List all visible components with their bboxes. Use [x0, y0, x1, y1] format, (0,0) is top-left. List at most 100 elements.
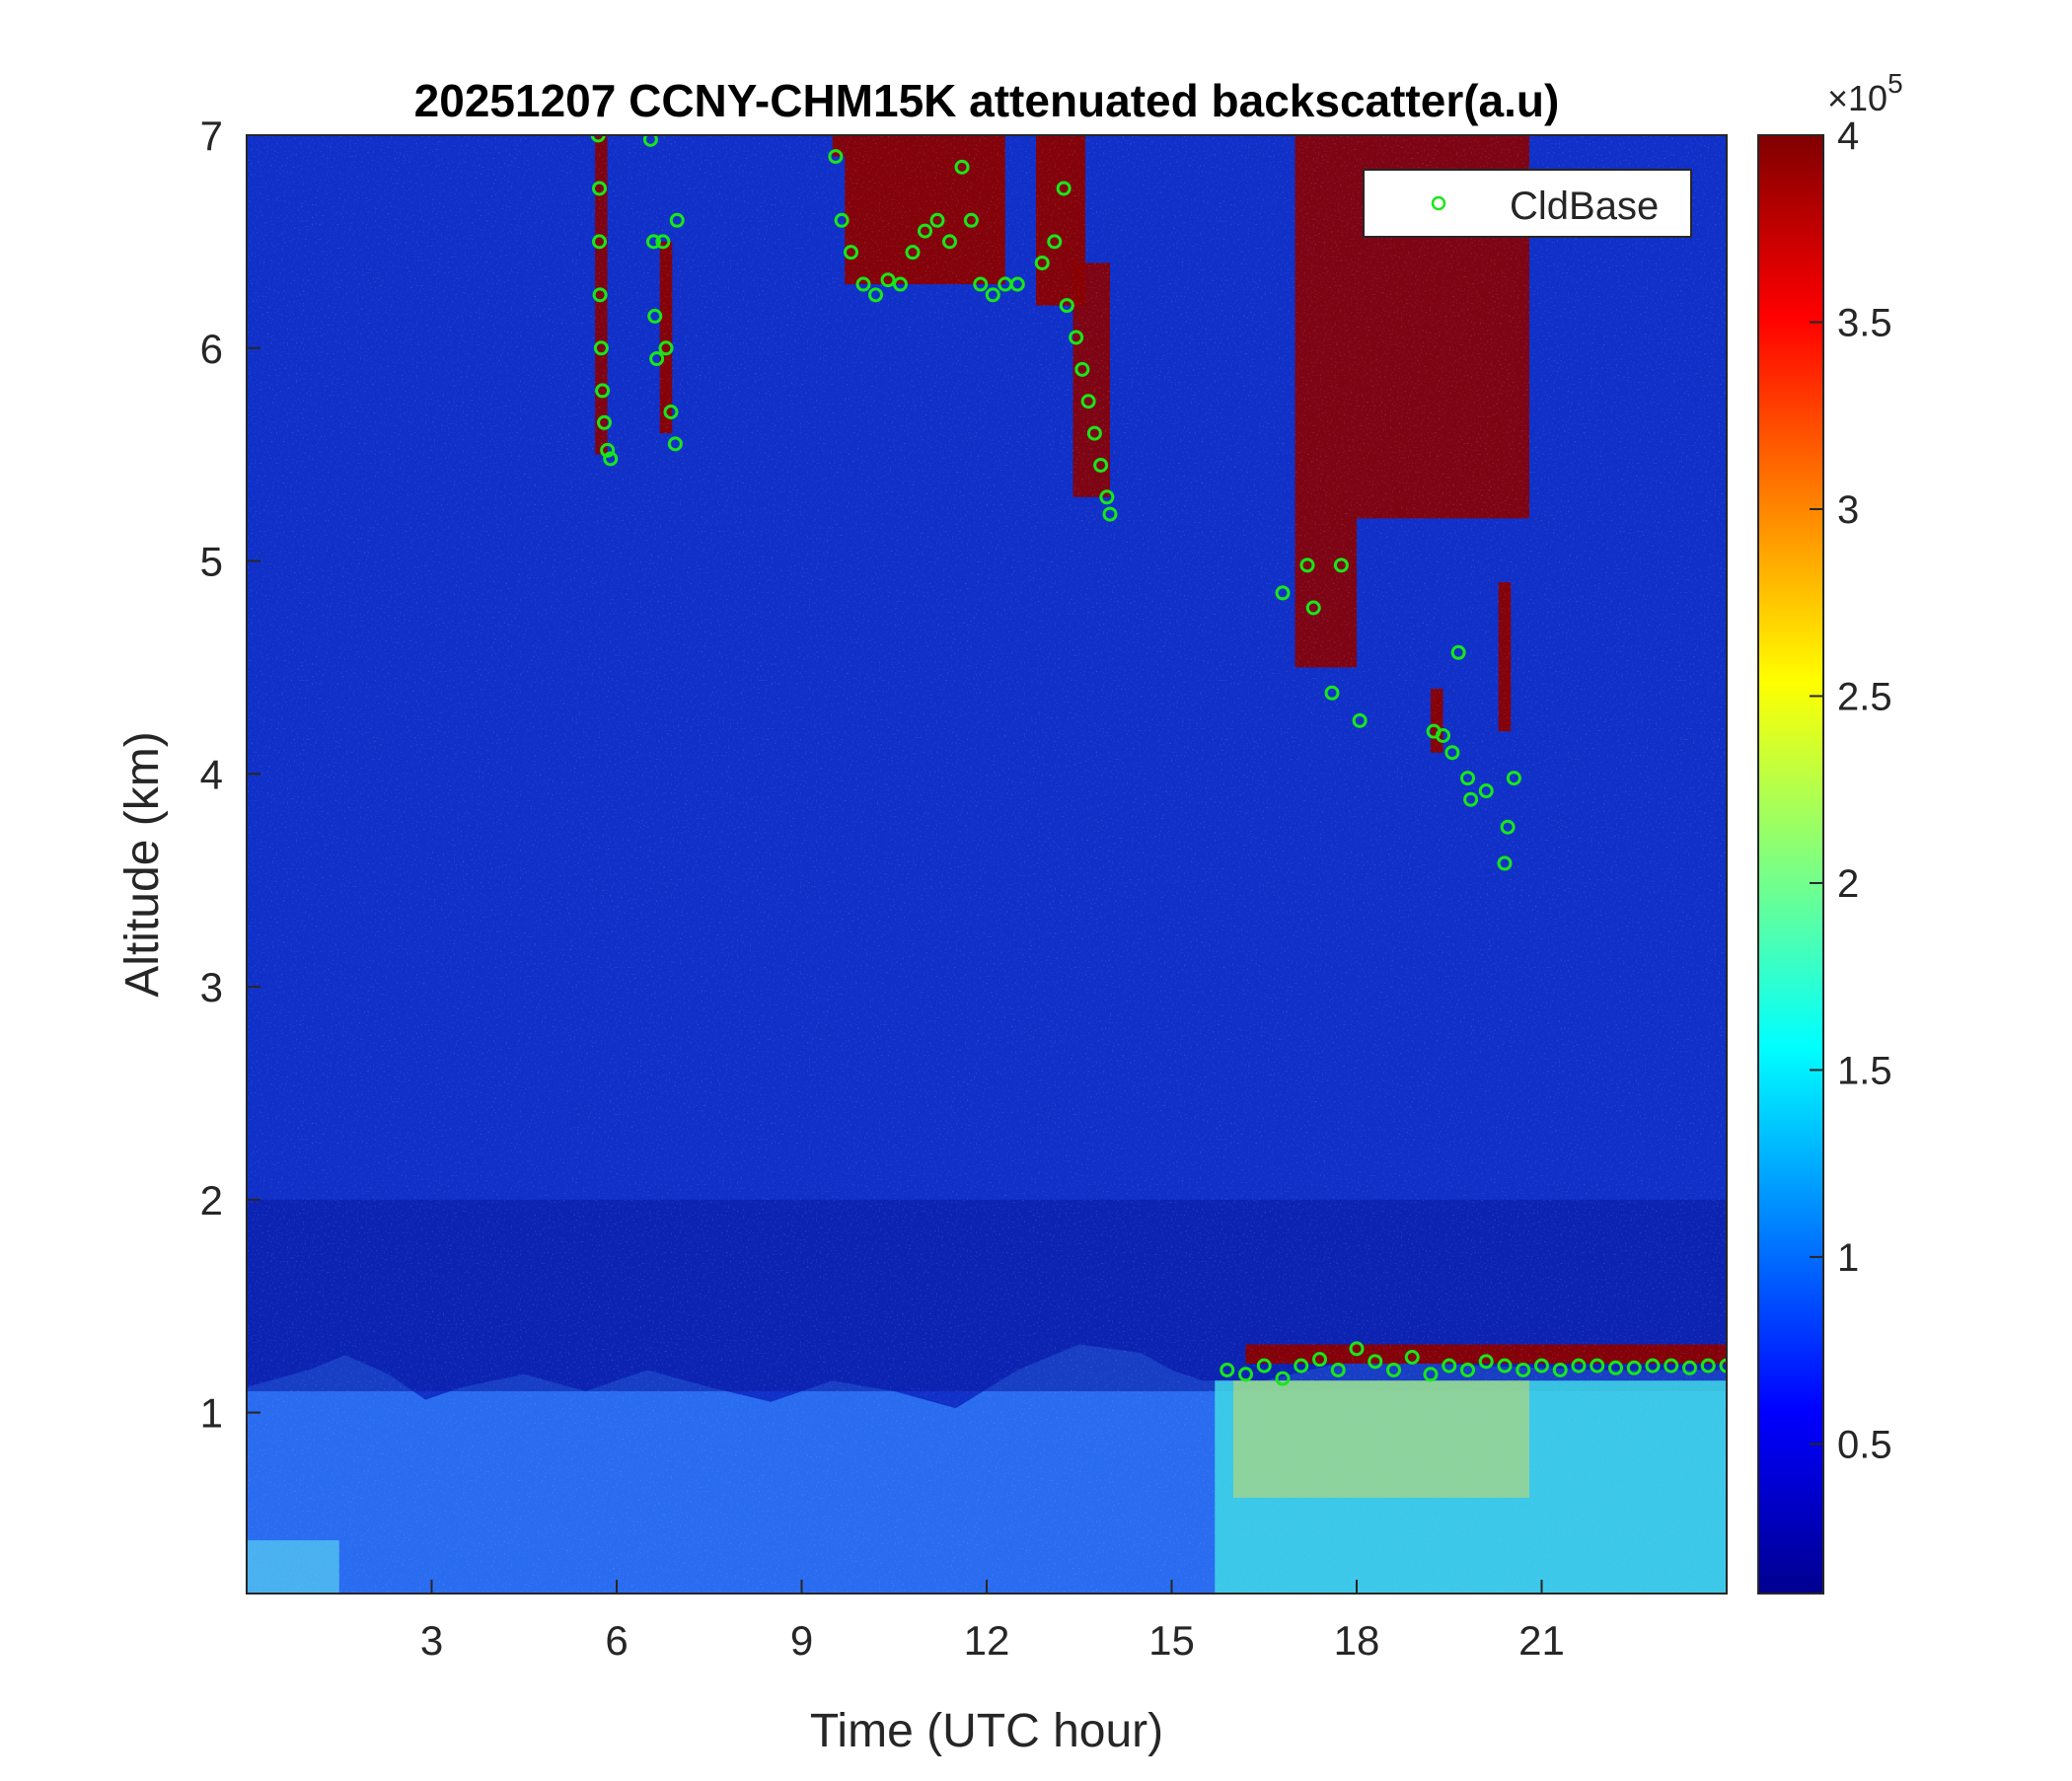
y-axis-label: Altitude (km): [116, 731, 169, 997]
cloud-base-point: [985, 287, 1000, 303]
cloud-base-point: [1497, 855, 1513, 871]
cloud-base-point: [973, 276, 989, 292]
cloud-base-point: [1294, 1358, 1309, 1373]
cloud-base-point: [942, 234, 957, 250]
heatmap-speckle: [247, 135, 1727, 1594]
x-tick-label: 6: [605, 1617, 628, 1664]
cloud-base-point: [1099, 489, 1115, 505]
cloud-base-point: [844, 245, 858, 260]
colorbar-tick-label: 1.5: [1837, 1049, 1892, 1092]
cloud-base-point: [663, 404, 679, 419]
cloud-base-point: [1059, 298, 1074, 314]
colorbar-tick-label: 0.5: [1837, 1423, 1892, 1466]
cloud-base-point: [1450, 644, 1466, 660]
cloud-base-point: [592, 287, 608, 303]
cloud-base-point: [1330, 1362, 1346, 1377]
cloud-base-point: [1664, 1358, 1679, 1373]
cloud-base-point: [1444, 745, 1460, 761]
colorbar: [1757, 134, 1824, 1595]
cloud-base-point: [600, 442, 616, 458]
x-tick-label: 9: [790, 1617, 813, 1664]
colorbar-exponent: 5: [1887, 68, 1903, 99]
cloud-base-point: [1009, 276, 1025, 292]
cloud-base-point: [646, 234, 661, 250]
cloud-base-point: [1719, 1358, 1727, 1373]
cloud-base-point: [642, 135, 658, 147]
cloud-base-point: [1497, 1358, 1513, 1373]
cloud-base-point: [1404, 1349, 1420, 1365]
cloud-base-point: [1275, 1371, 1291, 1386]
cloud-base-point: [1299, 557, 1315, 573]
colorbar-tick-label: 3.5: [1837, 301, 1892, 344]
x-tick-label: 18: [1334, 1617, 1380, 1664]
x-tick-label: 15: [1148, 1617, 1195, 1664]
y-tick-label: 3: [200, 964, 223, 1010]
cloud-base-point: [1442, 1358, 1457, 1373]
cloud-base-point: [1626, 1360, 1642, 1375]
legend-label-cldbase: CldBase: [1510, 185, 1659, 228]
cloud-base-point: [658, 340, 674, 356]
cloud-base-point: [963, 212, 979, 228]
cloud-base-point: [649, 351, 665, 367]
cloud-base-point: [855, 276, 871, 292]
legend-box: [1363, 169, 1692, 238]
cloud-base-point: [1463, 791, 1479, 807]
cloud-base-point: [669, 212, 685, 228]
cloud-base-point: [1238, 1367, 1253, 1382]
cloud-base-point: [1608, 1360, 1623, 1375]
cloud-base-point: [1324, 685, 1340, 701]
cloud-base-point: [1386, 1362, 1401, 1377]
cloud-base-point: [1047, 234, 1063, 250]
cloud-base-point: [905, 245, 921, 260]
cloud-base-point: [834, 212, 850, 228]
cloud-base-point: [1436, 727, 1450, 743]
cloud-base-point: [590, 135, 606, 143]
cloud-base-point: [954, 159, 970, 175]
colorbar-tick-label: 2.5: [1837, 675, 1892, 718]
cloud-base-point: [1034, 255, 1050, 270]
cloud-base-point: [1069, 330, 1084, 345]
cloud-base-point: [1571, 1358, 1587, 1373]
colorbar-multiplier: ×105: [1827, 68, 1903, 118]
colorbar-tick-label: 3: [1837, 488, 1859, 532]
cloud-base-point: [1074, 361, 1090, 377]
cloud-base-point: [1056, 181, 1072, 196]
cloud-base-point: [595, 383, 611, 399]
colorbar-tick-label: 2: [1837, 862, 1859, 906]
colorbar-tick-label: 4: [1837, 114, 1859, 158]
cloud-base-point: [1305, 600, 1321, 616]
cloud-base-point: [1256, 1358, 1272, 1373]
cloud-base-point: [1700, 1358, 1716, 1373]
legend: CldBase: [1363, 169, 1692, 238]
cloud-base-point: [1423, 1367, 1439, 1382]
x-tick-label: 3: [420, 1617, 443, 1664]
cloud-base-point: [1086, 425, 1102, 441]
y-tick-label: 4: [200, 751, 223, 797]
cloud-base-point: [1500, 819, 1516, 835]
legend-marker-cldbase: [1431, 195, 1446, 211]
x-tick-label: 21: [1518, 1617, 1565, 1664]
cloud-base-point: [647, 308, 663, 324]
cloud-base-point: [597, 414, 612, 430]
y-tick-label: 5: [200, 539, 223, 585]
cloud-base-point: [655, 234, 671, 250]
cloud-base-point: [1460, 771, 1475, 786]
cloud-base-point: [1080, 394, 1096, 409]
y-tick-label: 6: [200, 326, 223, 372]
colorbar-tick-label: 1: [1837, 1236, 1859, 1280]
cloud-base-point: [1093, 457, 1109, 473]
cloud-base-point: [592, 234, 607, 250]
cloud-base-point: [1506, 771, 1521, 786]
cloud-base-point: [1352, 712, 1368, 728]
cloud-base-point: [592, 181, 607, 196]
cloud-base-point: [1368, 1354, 1383, 1370]
cloud-base-point: [868, 287, 883, 303]
cloud-base-point: [1478, 1354, 1494, 1370]
cloud-base-point: [1220, 1362, 1235, 1377]
cloud-base-point: [1102, 506, 1118, 522]
cloud-base-point: [1478, 783, 1494, 799]
cloud-base-point: [893, 276, 908, 292]
x-tick-label: 12: [964, 1617, 1010, 1664]
